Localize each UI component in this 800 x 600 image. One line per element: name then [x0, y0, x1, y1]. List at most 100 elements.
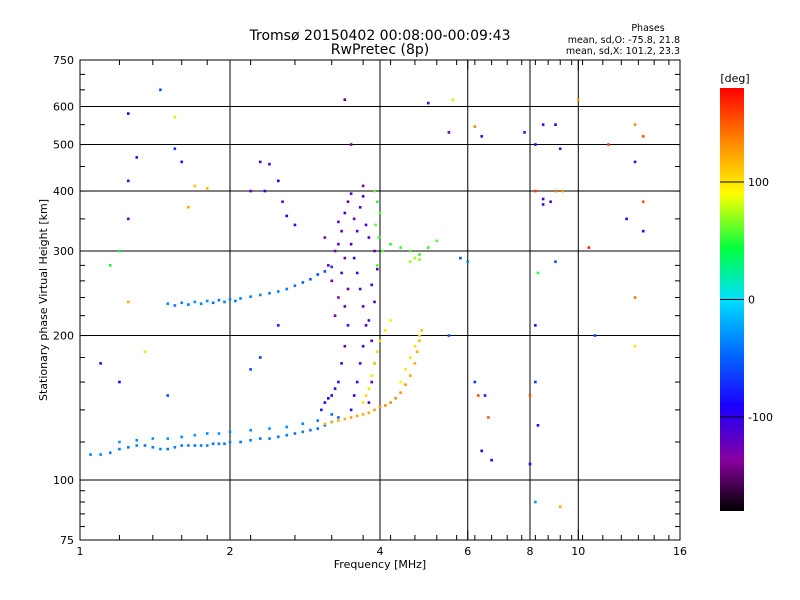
data-point	[364, 394, 368, 397]
data-point	[534, 324, 537, 327]
data-point	[268, 427, 271, 430]
data-point	[285, 425, 289, 429]
data-point	[126, 112, 130, 115]
x-tick-label: 6	[464, 545, 471, 558]
data-point	[349, 242, 353, 246]
data-point	[199, 302, 203, 305]
data-point	[483, 394, 487, 397]
data-point	[558, 505, 562, 508]
data-point	[276, 324, 280, 327]
data-point	[381, 249, 384, 253]
plot-axes: 1 2 4 6 8 10 16 75 100 200 300 400 500 600 750	[53, 54, 687, 558]
data-point	[534, 189, 537, 193]
data-point	[327, 264, 330, 267]
data-point	[343, 256, 347, 260]
data-point	[217, 298, 221, 302]
data-point	[333, 249, 337, 253]
data-point	[361, 195, 365, 198]
data-point	[408, 356, 412, 359]
data-point	[473, 380, 477, 384]
data-point	[459, 256, 462, 260]
data-point	[415, 350, 419, 354]
data-point	[249, 189, 252, 193]
data-point	[285, 214, 289, 218]
data-point	[166, 302, 170, 305]
data-point	[268, 162, 271, 166]
data-point	[249, 368, 252, 371]
data-point	[367, 387, 371, 390]
data-point	[426, 101, 430, 105]
data-point	[228, 297, 232, 301]
data-point	[323, 236, 327, 239]
data-point	[352, 394, 356, 397]
data-point	[249, 428, 252, 432]
data-point	[281, 200, 284, 204]
data-point	[633, 123, 637, 126]
data-point	[285, 433, 289, 437]
data-point	[473, 125, 477, 128]
data-point	[373, 362, 376, 365]
data-point	[364, 223, 368, 227]
y-tick-label: 400	[53, 185, 74, 198]
data-point	[166, 447, 170, 451]
data-point	[413, 344, 417, 348]
data-point	[268, 437, 271, 440]
data-point	[373, 300, 376, 304]
data-point	[193, 433, 197, 437]
data-point	[541, 203, 545, 206]
data-point	[399, 391, 402, 395]
data-point	[249, 295, 252, 298]
data-point	[426, 246, 430, 249]
data-point	[301, 281, 305, 284]
data-point	[352, 256, 356, 260]
data-point	[135, 438, 139, 442]
x-tick-label: 10	[571, 545, 585, 558]
data-point	[413, 362, 417, 365]
data-point	[607, 143, 610, 146]
y-tick-label: 100	[53, 474, 74, 487]
data-point	[187, 303, 190, 306]
colorbar-tick-label: -100	[748, 411, 773, 424]
data-point	[487, 416, 490, 419]
data-point	[384, 404, 387, 407]
data-point	[477, 394, 480, 397]
data-point	[375, 200, 379, 204]
data-point	[367, 319, 371, 322]
data-point	[480, 449, 484, 453]
data-point	[143, 444, 147, 447]
data-point	[258, 293, 262, 297]
colorbar-label: [deg]	[720, 72, 749, 85]
data-point	[223, 300, 226, 304]
x-tick-label: 1	[77, 545, 84, 558]
data-point	[561, 189, 564, 193]
data-point	[108, 451, 112, 455]
data-point	[301, 422, 305, 426]
data-point	[587, 246, 591, 249]
data-point	[641, 229, 645, 233]
data-point	[418, 258, 421, 261]
data-point	[361, 305, 365, 308]
data-point	[173, 147, 177, 151]
y-tick-label: 75	[60, 534, 74, 547]
stats-x-mode: mean, sd,X: 101.2, 23.3	[566, 46, 680, 57]
data-point	[108, 264, 112, 267]
data-point	[554, 260, 557, 264]
data-point	[309, 428, 312, 432]
data-point	[193, 444, 197, 447]
data-point	[337, 419, 340, 422]
data-point	[135, 444, 139, 447]
data-point	[370, 380, 374, 384]
data-point	[466, 260, 470, 264]
colorbar-tick-label: 100	[748, 176, 769, 189]
data-point	[258, 437, 262, 440]
data-point	[337, 416, 340, 419]
data-point	[343, 417, 347, 421]
data-point	[370, 283, 374, 287]
data-point	[276, 435, 280, 439]
data-point	[276, 290, 280, 293]
data-point	[118, 447, 121, 451]
data-point	[361, 401, 365, 404]
data-point	[99, 362, 102, 365]
data-point	[180, 301, 184, 305]
data-point	[205, 432, 209, 435]
